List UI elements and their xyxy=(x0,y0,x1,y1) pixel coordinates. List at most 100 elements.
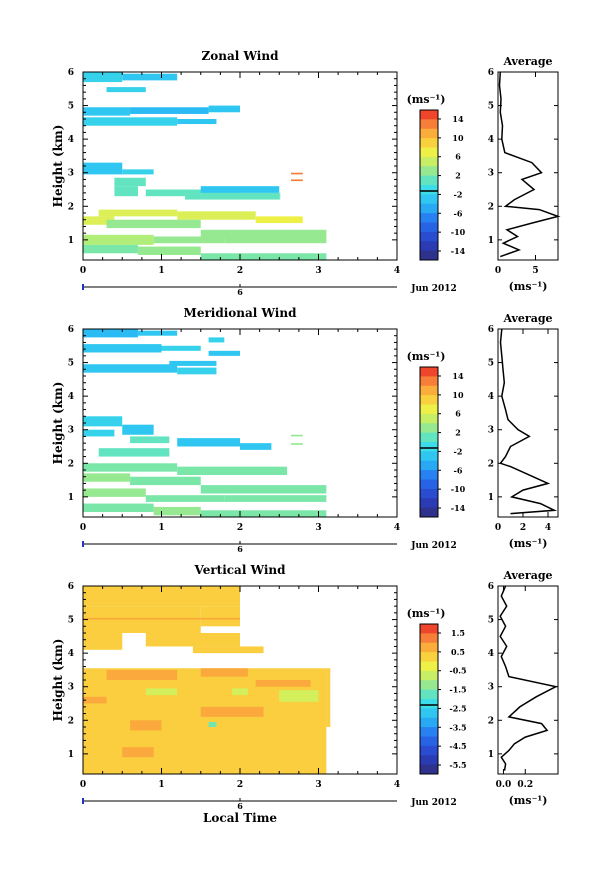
date-label: Jun 2012 xyxy=(410,541,457,551)
colorbar-swatch xyxy=(420,110,438,120)
avg-y-tick-label: 2 xyxy=(488,716,494,726)
colorbar-swatch xyxy=(420,755,438,766)
average-title: Average xyxy=(502,312,552,325)
data-cell xyxy=(137,246,201,255)
x-tick-label: 3 xyxy=(315,266,321,276)
colorbar-swatch xyxy=(420,460,438,471)
data-cell xyxy=(279,192,281,200)
colorbar-tick-label: 14 xyxy=(452,371,464,381)
average-frame xyxy=(497,71,559,261)
colorbar-swatch xyxy=(420,670,438,681)
colorbar-swatch xyxy=(420,147,438,158)
data-cell xyxy=(255,680,311,687)
colorbar-swatch xyxy=(420,194,438,205)
data-cell xyxy=(192,646,264,654)
data-cell xyxy=(161,345,201,351)
avg-x-tick-label: 0 xyxy=(495,523,501,533)
colorbar-tick-label: 14 xyxy=(452,114,464,124)
colorbar-swatch xyxy=(420,203,438,214)
avg-y-tick-label: 4 xyxy=(488,649,494,659)
x-tick-label: 4 xyxy=(394,523,400,533)
colorbar-swatch xyxy=(420,680,438,691)
data-cell xyxy=(98,448,170,457)
y-tick-label: 4 xyxy=(68,135,74,145)
x-tick-label: 1 xyxy=(158,523,164,533)
colorbar-swatch xyxy=(420,470,438,480)
data-cell xyxy=(83,244,138,254)
avg-y-tick-label: 4 xyxy=(488,135,494,145)
x-axis-label: Local Time xyxy=(203,811,277,825)
data-cell xyxy=(122,169,154,175)
data-cell xyxy=(200,606,240,627)
data-cell xyxy=(177,367,217,375)
average-frame xyxy=(497,328,559,518)
colorbar-swatch xyxy=(420,745,438,756)
colorbar-tick-label: -1.5 xyxy=(449,685,466,695)
colorbar-swatch xyxy=(420,222,438,233)
x-tick-label: 4 xyxy=(394,780,400,790)
colorbar-swatch xyxy=(420,708,438,719)
colorbar-tick-label: 10 xyxy=(452,390,464,400)
data-cell xyxy=(106,87,146,93)
y-tick-label: 4 xyxy=(68,649,74,659)
avg-y-tick-label: 5 xyxy=(488,359,494,369)
avg-y-tick-label: 3 xyxy=(488,426,494,436)
avg-x-axis-label: (ms⁻¹) xyxy=(509,794,548,807)
colorbar-swatch xyxy=(420,479,438,490)
data-cell xyxy=(83,72,123,83)
data-cell xyxy=(208,105,240,113)
data-cell xyxy=(122,747,154,758)
x-tick-label: 1 xyxy=(158,780,164,790)
colorbar-tick-label: -4.5 xyxy=(449,741,466,751)
colorbar-swatch xyxy=(420,231,438,242)
colorbar-tick-label: -10 xyxy=(451,484,466,494)
colorbar-tick-label: -6 xyxy=(454,208,463,218)
colorbar-swatch xyxy=(420,404,438,415)
y-tick-label: 4 xyxy=(68,392,74,402)
data-cell xyxy=(137,330,178,336)
y-tick-label: 5 xyxy=(68,102,74,112)
average-profile-line xyxy=(499,328,558,515)
y-tick-label: 1 xyxy=(68,750,74,760)
data-cell xyxy=(169,360,217,366)
data-cell xyxy=(122,73,178,81)
data-cell xyxy=(83,488,146,497)
data-cell xyxy=(240,192,280,200)
colorbar-swatch xyxy=(420,498,438,509)
colorbar-tick-label: 0.5 xyxy=(451,647,465,657)
y-tick-label: 6 xyxy=(68,325,74,335)
avg-y-tick-label: 3 xyxy=(488,683,494,693)
colorbar-swatch xyxy=(420,395,438,405)
y-tick-label: 2 xyxy=(68,459,74,469)
avg-y-tick-label: 5 xyxy=(488,616,494,626)
date-tick-label: 6 xyxy=(237,544,243,554)
colorbar-tick-label: -10 xyxy=(451,227,466,237)
y-axis-label: Height (km) xyxy=(51,639,65,722)
colorbar-tick-label: -3.5 xyxy=(449,722,466,732)
data-cell xyxy=(326,668,331,727)
colorbar-frame xyxy=(419,623,439,775)
average-title: Average xyxy=(502,55,552,68)
colorbar-swatch xyxy=(420,442,438,452)
colorbar-swatch xyxy=(420,367,438,377)
data-cell xyxy=(83,364,178,373)
colorbar-swatch xyxy=(420,213,438,223)
colorbar-unit: (ms⁻¹) xyxy=(407,93,446,106)
colorbar-swatch xyxy=(420,385,438,396)
data-cell xyxy=(130,107,209,114)
colorbar-swatch xyxy=(420,661,438,672)
colorbar-swatch xyxy=(420,633,438,644)
colorbar-swatch xyxy=(420,376,438,387)
date-label: Jun 2012 xyxy=(410,798,457,808)
data-cell xyxy=(83,586,240,607)
data-cell xyxy=(83,617,240,620)
data-cell xyxy=(83,503,154,512)
colorbar-swatch xyxy=(420,689,438,700)
colorbar-swatch xyxy=(420,432,438,443)
colorbar-swatch xyxy=(420,119,438,130)
y-tick-label: 2 xyxy=(68,716,74,726)
y-tick-label: 6 xyxy=(68,68,74,78)
